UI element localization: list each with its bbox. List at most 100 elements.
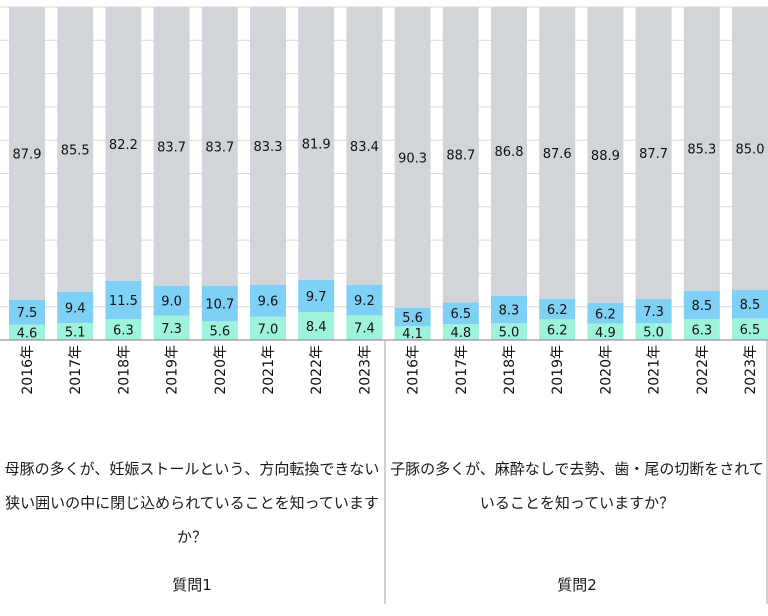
data-label: 10.7 [205,298,234,313]
data-label: 7.0 [258,322,279,337]
data-label: 87.9 [13,147,42,162]
data-label: 83.7 [157,140,186,155]
bar-segment-bottom [732,318,768,340]
category-label: 2017年 [68,345,84,395]
bar-segment-middle [732,290,768,319]
data-label: 6.5 [740,323,761,338]
data-label: 87.7 [639,147,668,162]
data-label: 81.9 [302,137,331,152]
data-label: 7.3 [643,305,664,320]
data-label: 85.3 [687,143,716,158]
bar-segment-middle [57,291,94,324]
bar-segment-top [153,7,190,286]
data-label: 6.3 [113,324,134,339]
bar-segment-middle [105,280,142,320]
category-label: 2022年 [309,345,325,395]
data-label: 87.6 [543,147,572,162]
data-label: 4.9 [595,326,616,341]
bar-segment-top [539,7,576,299]
bar-segment-middle [250,284,286,317]
category-label: 2017年 [454,345,470,395]
data-label: 6.2 [595,307,616,322]
bar-segment-top [250,7,286,285]
data-label: 4.1 [402,327,423,342]
data-label: 9.6 [258,295,279,310]
data-label: 8.5 [740,298,761,313]
data-label: 5.6 [402,311,423,326]
bar-segment-middle [394,307,431,327]
bar-segment-middle [635,299,672,324]
bar-segment-bottom [635,323,672,340]
data-label: 5.0 [643,326,664,341]
bar-segment-bottom [57,323,94,340]
category-label: 2018年 [502,345,518,395]
category-label: 2019年 [165,345,181,395]
bar-segment-bottom [491,323,527,340]
bar-segment-top [732,7,768,291]
bar-segment-top [57,7,94,292]
data-label: 4.8 [450,326,471,341]
bar-segment-top [298,7,335,280]
bar-segment-bottom [153,315,190,340]
data-label: 8.4 [306,320,327,335]
bar-segment-bottom [298,312,335,340]
data-label: 83.4 [350,140,379,155]
bar-segment-bottom [539,319,576,340]
question-2-label: 質問2 [557,576,597,594]
bar-segment-bottom [346,315,383,340]
category-label: 2019年 [550,345,566,395]
data-label: 83.7 [205,140,234,155]
data-label: 8.5 [691,299,712,314]
bar-segment-top [491,6,527,296]
bar-segment-top [105,7,142,281]
bar-segment-middle [298,279,335,313]
bar-segment-middle [9,299,45,325]
category-label: 2021年 [261,345,277,395]
category-label: 2018年 [116,345,132,395]
bar-segment-top [9,7,45,300]
data-label: 5.0 [499,326,520,341]
data-label: 7.3 [161,322,182,337]
bar-segment-bottom [442,324,479,340]
bar-segment-middle [346,284,383,316]
data-label: 5.1 [65,326,86,341]
bar-segment-middle [201,285,238,322]
bar-segment-bottom [587,323,624,340]
bar-segment-bottom [250,316,286,340]
bar-segment-bottom [683,319,720,340]
category-label: 2023年 [357,345,373,395]
bar-segment-top [201,7,238,286]
data-label: 5.6 [209,325,230,340]
category-label: 2023年 [743,345,759,395]
data-label: 85.0 [736,143,765,158]
data-label: 6.2 [547,324,568,339]
category-label: 2016年 [20,345,36,395]
data-label: 11.5 [109,294,138,309]
data-label: 9.4 [65,301,86,316]
bar-segment-bottom [9,324,45,340]
bar-segment-bottom [105,319,142,340]
data-label: 7.5 [17,306,38,321]
bar-segment-top [394,7,431,308]
data-label: 85.5 [61,143,90,158]
category-label: 2021年 [647,345,663,395]
bar-segment-bottom [394,326,431,340]
bar-segment-middle [587,303,624,324]
data-label: 6.2 [547,303,568,318]
bar-segment-top [346,7,383,285]
bar-segment-top [442,7,479,303]
data-label: 6.3 [691,324,712,339]
bar-segment-middle [442,302,479,325]
category-label: 2020年 [213,345,229,395]
data-label: 88.9 [591,149,620,164]
data-label: 90.3 [398,151,427,166]
category-label: 2020年 [598,345,614,395]
question-1-label: 質問1 [172,576,212,594]
data-label: 88.7 [446,149,475,164]
bar-segment-middle [683,290,720,320]
data-label: 4.6 [17,326,38,341]
data-label: 82.2 [109,138,138,153]
bar-segment-top [635,7,672,300]
data-label: 9.0 [161,295,182,310]
